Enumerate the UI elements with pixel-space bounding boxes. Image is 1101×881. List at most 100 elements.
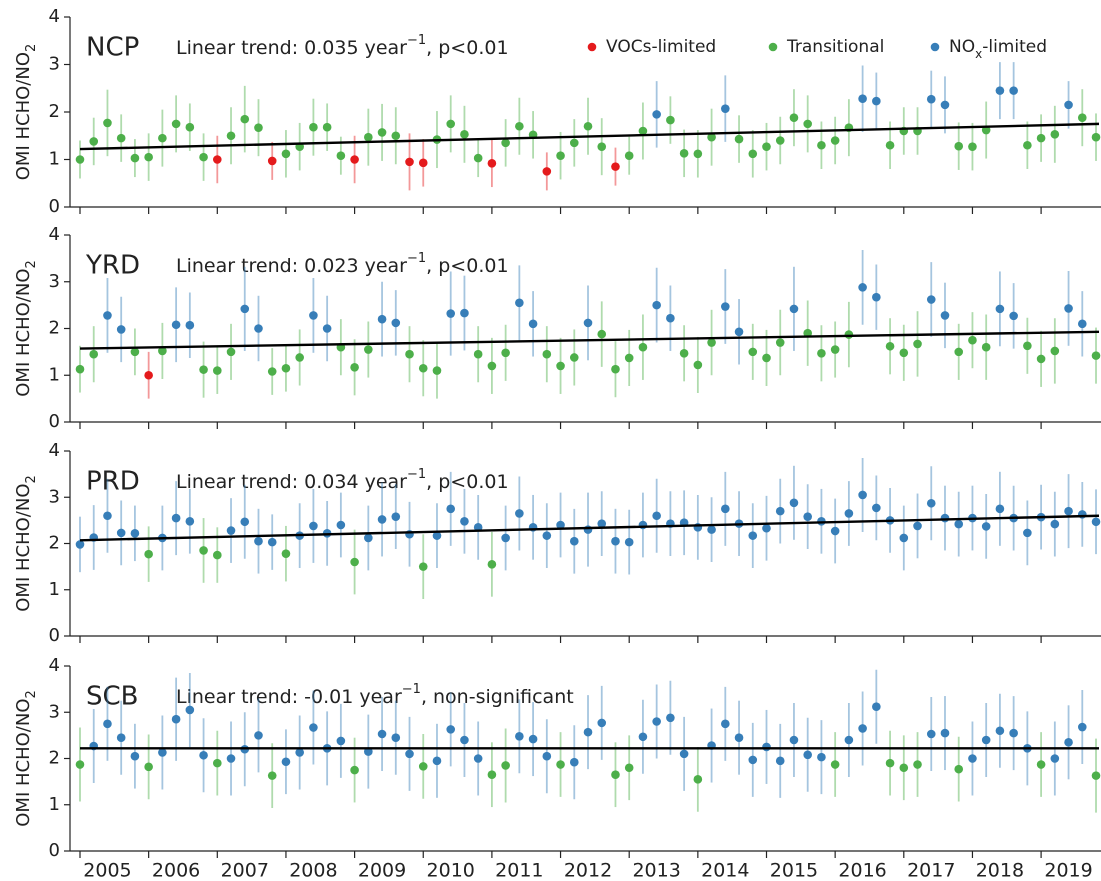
y-label-sub: 2 <box>24 475 39 483</box>
data-point <box>556 361 565 371</box>
data-point <box>583 121 593 131</box>
data-point <box>1091 771 1101 780</box>
data-point <box>693 149 703 159</box>
data-point <box>432 366 442 375</box>
data-point <box>199 546 208 555</box>
data-point <box>130 751 140 761</box>
annotation-tail: , p<0.01 <box>426 471 508 493</box>
data-point <box>597 142 607 151</box>
legend-marker <box>587 42 597 52</box>
data-point <box>446 725 456 734</box>
legend-name: Transitional <box>786 37 884 57</box>
x-tick-label: 2014 <box>701 860 749 881</box>
data-point <box>748 149 758 159</box>
y-tick-label: 2 <box>49 318 60 339</box>
data-point <box>858 94 867 103</box>
trend-annotation: Linear trend: 0.023 year−1, p<0.01 <box>176 251 509 277</box>
data-point <box>1064 506 1073 516</box>
x-tick-label: 2009 <box>358 860 406 881</box>
data-point <box>569 536 579 546</box>
y-label-sub: 2 <box>24 690 39 698</box>
y-tick-label: 3 <box>49 271 60 292</box>
data-point <box>309 723 318 732</box>
data-point <box>487 361 497 371</box>
data-point <box>913 760 922 769</box>
data-point <box>583 525 593 534</box>
data-point <box>1064 304 1073 313</box>
legend-tail: -limited <box>982 37 1047 57</box>
data-point <box>721 104 730 113</box>
data-point <box>281 363 291 373</box>
y-tick-label: 3 <box>49 486 60 507</box>
trend-annotation: Linear trend: -0.01 year−1, non-signific… <box>176 682 574 708</box>
data-point <box>995 86 1005 95</box>
data-point <box>679 749 689 759</box>
data-point <box>213 366 222 375</box>
data-point <box>954 764 964 774</box>
data-point <box>858 490 867 500</box>
data-point <box>817 348 826 358</box>
data-point <box>226 526 236 535</box>
data-point <box>103 118 112 128</box>
data-point <box>707 525 716 534</box>
y-tick-label: 2 <box>49 748 60 769</box>
data-point <box>721 504 730 514</box>
data-point <box>226 347 236 357</box>
data-point <box>158 133 167 143</box>
trend-line <box>79 514 1100 542</box>
data-point <box>199 750 208 760</box>
data-point <box>762 142 771 151</box>
data-point <box>542 349 552 359</box>
data-point <box>666 713 675 723</box>
data-point <box>652 300 661 310</box>
data-point <box>1077 319 1087 329</box>
data-point <box>364 533 373 543</box>
data-point <box>789 498 799 508</box>
y-tick-label: 0 <box>49 411 60 432</box>
y-tick-label: 3 <box>49 701 60 722</box>
data-point <box>322 122 332 132</box>
legend-name: VOCs-limited <box>606 37 716 57</box>
data-point <box>789 113 799 122</box>
data-point <box>75 760 85 769</box>
data-point <box>721 302 730 311</box>
data-point <box>254 536 263 546</box>
y-axis-label: OMI HCHO/NO2 <box>13 690 39 827</box>
data-point <box>638 342 648 352</box>
data-point <box>405 749 414 759</box>
data-point <box>130 529 140 538</box>
data-point <box>528 734 538 744</box>
data-point <box>377 729 387 739</box>
y-tick-label: 2 <box>49 533 60 554</box>
data-point <box>830 760 840 769</box>
data-point <box>103 311 112 320</box>
data-point <box>569 757 579 767</box>
data-point <box>377 128 387 137</box>
data-point <box>789 304 799 314</box>
data-point <box>1023 528 1032 538</box>
data-point <box>721 719 730 729</box>
data-point <box>350 363 359 372</box>
data-point <box>1050 519 1060 529</box>
data-point <box>267 537 277 547</box>
data-point <box>501 138 510 148</box>
legend-label: VOCs-limited <box>606 37 716 57</box>
y-tick-label: 2 <box>49 101 60 122</box>
data-point <box>418 562 428 571</box>
data-point <box>583 318 593 328</box>
data-point <box>89 137 99 146</box>
data-point <box>1050 346 1060 356</box>
y-tick-label: 0 <box>49 625 60 646</box>
trend-line <box>79 122 1100 151</box>
data-point <box>391 318 401 328</box>
data-point <box>968 335 977 345</box>
y-axis-label: OMI HCHO/NO2 <box>13 475 39 612</box>
data-point <box>542 531 552 540</box>
data-point <box>638 126 648 136</box>
data-point <box>144 762 153 772</box>
data-point <box>926 94 936 104</box>
y-label-sub: 2 <box>24 260 39 268</box>
data-point <box>281 149 291 159</box>
data-point <box>1077 722 1087 732</box>
